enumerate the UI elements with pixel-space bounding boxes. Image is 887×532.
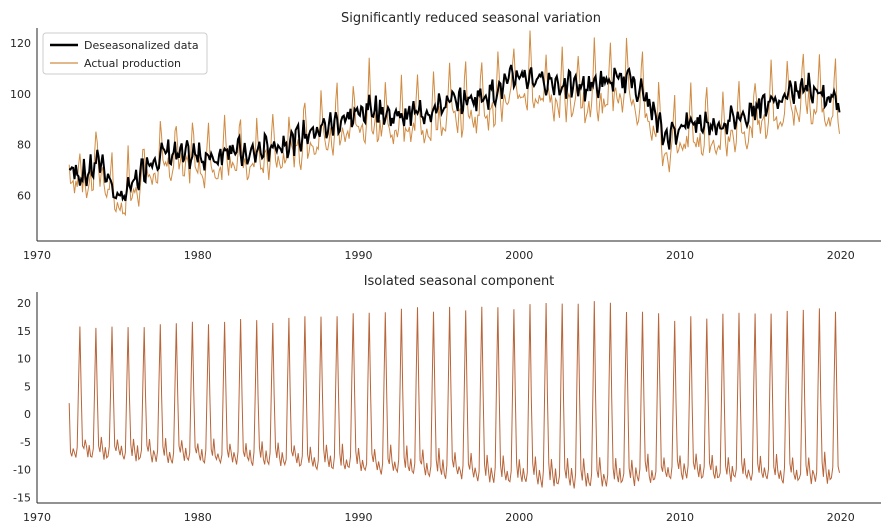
y-tick-label: -15 xyxy=(13,491,31,504)
legend-label-actual: Actual production xyxy=(84,57,181,70)
y-tick-label: 100 xyxy=(10,88,31,101)
y-tick-label: 20 xyxy=(17,297,31,310)
y-tick-label: 5 xyxy=(24,380,31,393)
series-actual-production xyxy=(68,30,840,217)
bottom-plot-area xyxy=(68,301,840,489)
x-tick-label: 1990 xyxy=(345,511,373,524)
x-tick-label: 2010 xyxy=(666,249,694,262)
x-tick-label: 1980 xyxy=(184,511,212,524)
bottom-chart-title: Isolated seasonal component xyxy=(364,274,555,289)
x-tick-label: 1990 xyxy=(345,249,373,262)
x-tick-label: 2010 xyxy=(666,511,694,524)
x-tick-label: 2000 xyxy=(505,511,533,524)
y-tick-label: 10 xyxy=(17,353,31,366)
y-tick-label: -5 xyxy=(20,436,31,449)
series-deseasonalized-data xyxy=(68,64,841,202)
x-tick-label: 1980 xyxy=(184,249,212,262)
x-tick-label: 2020 xyxy=(827,249,855,262)
series-seasonal-component xyxy=(68,301,840,489)
y-tick-label: 15 xyxy=(17,325,31,338)
y-tick-label: -10 xyxy=(13,464,31,477)
y-tick-label: 120 xyxy=(10,37,31,50)
y-tick-label: 80 xyxy=(17,139,31,152)
y-tick-label: 60 xyxy=(17,189,31,202)
y-tick-label: 0 xyxy=(24,408,31,421)
top-x-tick-labels: 1970 1980 1990 2000 2010 2020 xyxy=(23,249,855,262)
x-tick-label: 2020 xyxy=(827,511,855,524)
bottom-x-tick-labels: 1970 1980 1990 2000 2010 2020 xyxy=(23,511,855,524)
x-tick-label: 1970 xyxy=(23,511,51,524)
top-chart-title: Significantly reduced seasonal variation xyxy=(341,11,601,26)
top-plot-area xyxy=(68,30,841,217)
top-chart-panel: Significantly reduced seasonal variation… xyxy=(10,11,881,262)
x-tick-label: 2000 xyxy=(505,249,533,262)
x-tick-label: 1970 xyxy=(23,249,51,262)
top-y-tick-labels: 60 80 100 120 xyxy=(10,37,31,202)
legend-label-deseasonalized: Deseasonalized data xyxy=(84,39,199,52)
bottom-y-tick-labels: -15 -10 -5 0 5 10 15 20 xyxy=(13,297,31,504)
legend-box xyxy=(42,32,208,75)
legend: Deseasonalized data Actual production xyxy=(42,32,208,75)
bottom-chart-panel: Isolated seasonal component -15 -10 -5 0 5 10… xyxy=(13,274,881,524)
